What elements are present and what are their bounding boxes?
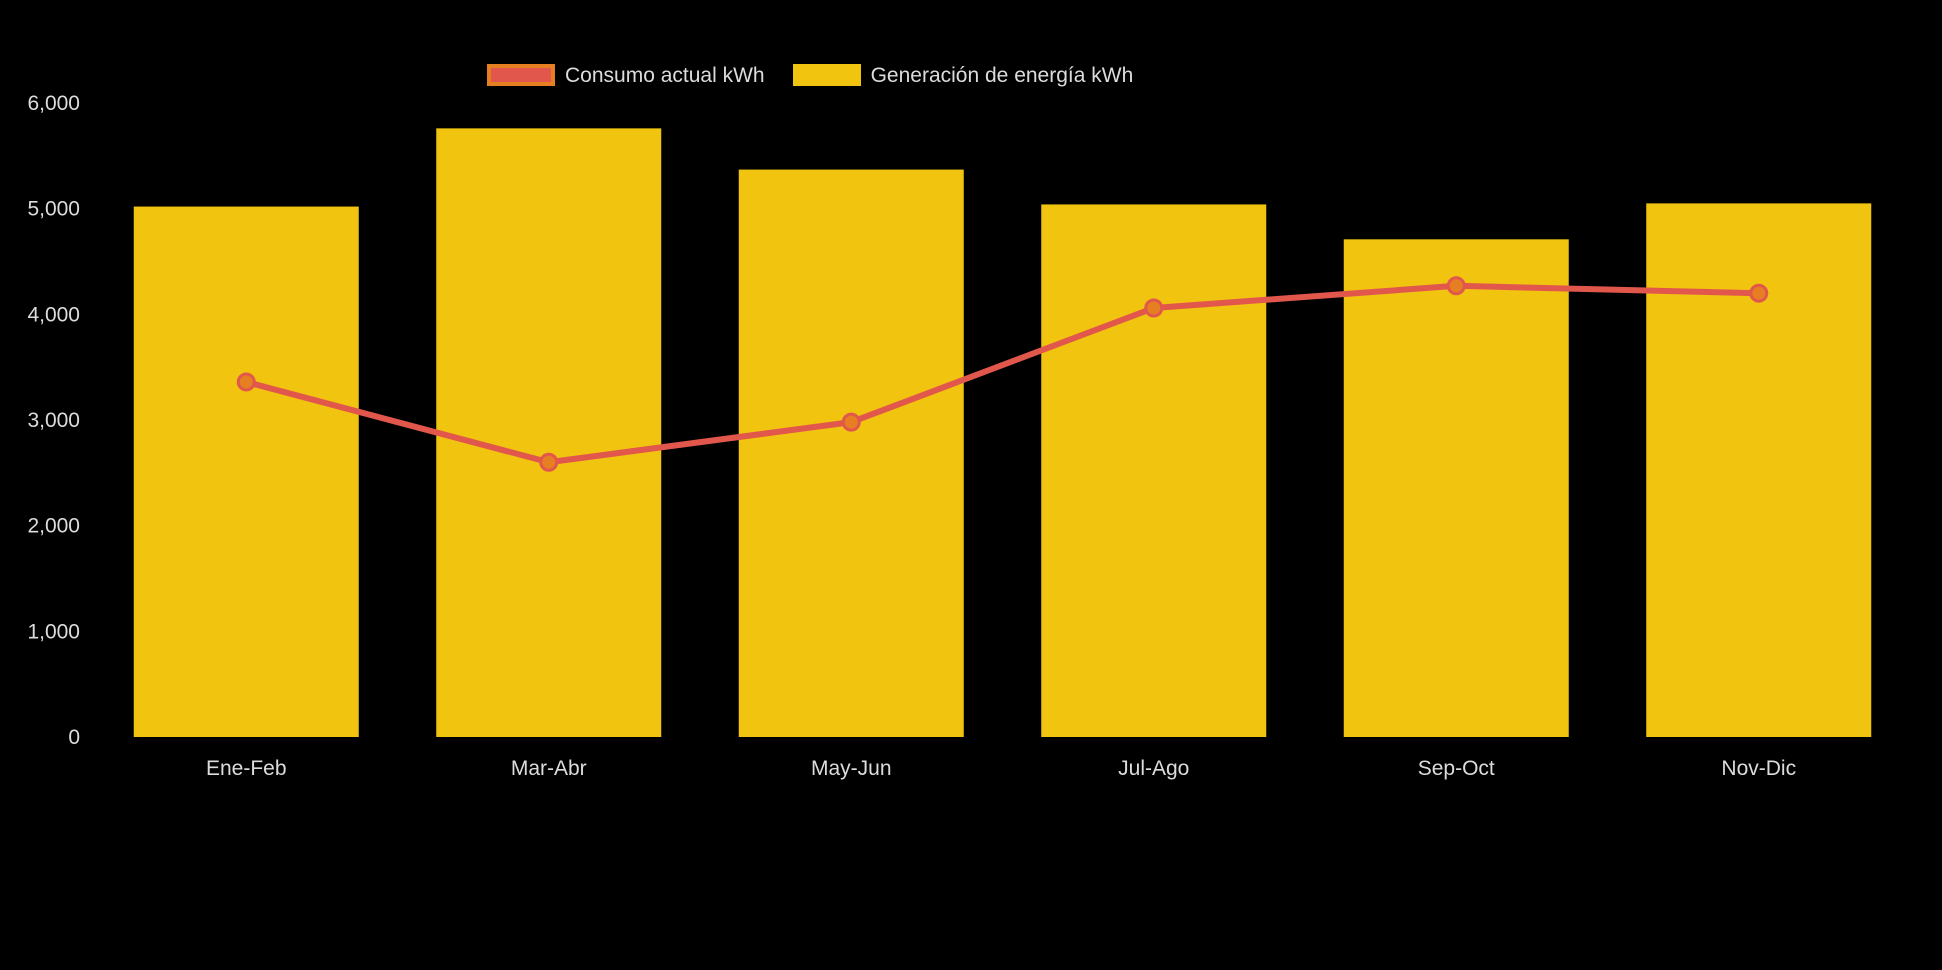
y-axis-tick-label: 5,000 bbox=[27, 198, 80, 221]
legend-swatch-icon bbox=[487, 64, 555, 86]
line-point-Sep-Oct bbox=[1446, 276, 1466, 296]
legend-label: Generación de energía kWh bbox=[870, 63, 1134, 87]
legend-swatch-icon bbox=[792, 64, 861, 86]
bar-Mar-Abr bbox=[436, 128, 662, 738]
legend-item-consumption[interactable]: Consumo actual kWh bbox=[487, 64, 765, 86]
bar-Nov-Dic bbox=[1646, 203, 1872, 738]
x-axis-label-Sep-Oct: Sep-Oct bbox=[1418, 757, 1495, 780]
y-axis-tick-label: 0 bbox=[68, 726, 80, 749]
bar-May-Jun bbox=[738, 169, 964, 737]
x-axis-label-Jul-Ago: Jul-Ago bbox=[1118, 757, 1189, 780]
consumption-line bbox=[243, 282, 1762, 466]
line-point-Ene-Feb bbox=[236, 372, 256, 392]
bar-Ene-Feb bbox=[133, 206, 359, 737]
line-point-Jul-Ago bbox=[1144, 298, 1164, 318]
line-point-Mar-Abr bbox=[539, 452, 559, 472]
x-axis-label-Mar-Abr: Mar-Abr bbox=[511, 757, 587, 780]
line-point-May-Jun bbox=[841, 412, 861, 432]
y-axis-tick-label: 4,000 bbox=[27, 303, 80, 326]
bar-Jul-Ago bbox=[1041, 204, 1267, 737]
legend-item-generation[interactable]: Generación de energía kWh bbox=[792, 63, 1134, 87]
y-axis-tick-label: 2,000 bbox=[27, 515, 80, 538]
x-axis-label-May-Jun: May-Jun bbox=[811, 757, 892, 780]
x-axis-label-Ene-Feb: Ene-Feb bbox=[206, 757, 287, 780]
y-axis-tick-label: 6,000 bbox=[27, 92, 80, 115]
line-point-Nov-Dic bbox=[1749, 283, 1769, 303]
y-axis-tick-label: 3,000 bbox=[27, 409, 80, 432]
y-axis-tick-label: 1,000 bbox=[27, 620, 80, 643]
x-axis-label-Nov-Dic: Nov-Dic bbox=[1721, 757, 1796, 780]
chart-legend: Consumo actual kWh Generación de energía … bbox=[487, 64, 1133, 86]
legend-label: Consumo actual kWh bbox=[565, 63, 765, 87]
bar-Sep-Oct bbox=[1343, 239, 1569, 737]
